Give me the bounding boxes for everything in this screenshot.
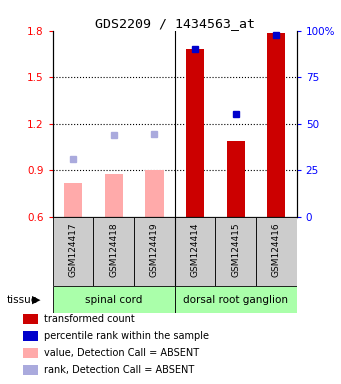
Bar (256, 217, 297, 286)
Text: GSM124415: GSM124415 (231, 223, 240, 278)
Bar (24, 365, 38, 375)
Title: GDS2209 / 1434563_at: GDS2209 / 1434563_at (95, 17, 255, 30)
Bar (226, 141, 245, 217)
Bar (186, 48, 204, 217)
Bar (134, 217, 175, 286)
Bar (24, 314, 38, 324)
Text: ▶: ▶ (32, 295, 40, 305)
Text: rank, Detection Call = ABSENT: rank, Detection Call = ABSENT (44, 365, 194, 375)
Text: GSM124419: GSM124419 (150, 223, 159, 278)
Bar (53, 217, 93, 286)
Bar (216, 217, 256, 286)
Text: GSM124417: GSM124417 (69, 223, 78, 278)
Text: tissue: tissue (7, 295, 38, 305)
Text: percentile rank within the sample: percentile rank within the sample (44, 331, 209, 341)
Bar (93, 217, 134, 286)
Bar (24, 331, 38, 341)
Bar (105, 174, 123, 217)
Text: dorsal root ganglion: dorsal root ganglion (183, 295, 288, 305)
Text: spinal cord: spinal cord (85, 295, 143, 305)
Text: GSM124414: GSM124414 (191, 223, 199, 277)
Bar (53, 286, 175, 313)
Bar (145, 170, 164, 217)
Bar (175, 286, 297, 313)
Text: GSM124416: GSM124416 (272, 223, 281, 278)
Bar (24, 348, 38, 358)
Text: value, Detection Call = ABSENT: value, Detection Call = ABSENT (44, 348, 199, 358)
Bar (267, 33, 285, 217)
Bar (64, 183, 82, 217)
Text: transformed count: transformed count (44, 314, 135, 324)
Text: GSM124418: GSM124418 (109, 223, 118, 278)
Bar (175, 217, 216, 286)
